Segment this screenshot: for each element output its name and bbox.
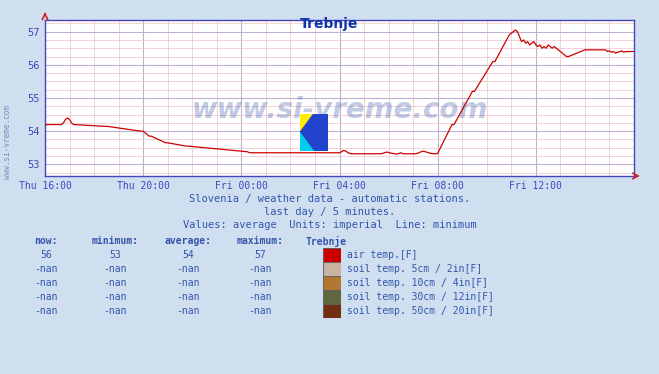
Text: minimum:: minimum: — [92, 236, 139, 246]
Text: 54: 54 — [182, 250, 194, 260]
Text: www.si-vreme.com: www.si-vreme.com — [191, 96, 488, 125]
Text: 53: 53 — [109, 250, 121, 260]
Text: 57: 57 — [254, 250, 266, 260]
Text: -nan: -nan — [34, 278, 58, 288]
Text: Trebnje: Trebnje — [301, 17, 358, 31]
Text: Values: average  Units: imperial  Line: minimum: Values: average Units: imperial Line: mi… — [183, 220, 476, 230]
Text: -nan: -nan — [248, 292, 272, 302]
Text: -nan: -nan — [103, 264, 127, 274]
Text: -nan: -nan — [176, 292, 200, 302]
Text: -nan: -nan — [34, 292, 58, 302]
Text: soil temp. 50cm / 20in[F]: soil temp. 50cm / 20in[F] — [347, 306, 494, 316]
Text: maximum:: maximum: — [237, 236, 284, 246]
Text: average:: average: — [164, 236, 212, 246]
Text: -nan: -nan — [176, 306, 200, 316]
Text: Trebnje: Trebnje — [306, 236, 347, 246]
Polygon shape — [300, 114, 314, 133]
Text: air temp.[F]: air temp.[F] — [347, 250, 418, 260]
Text: -nan: -nan — [34, 264, 58, 274]
Text: soil temp. 30cm / 12in[F]: soil temp. 30cm / 12in[F] — [347, 292, 494, 302]
Text: last day / 5 minutes.: last day / 5 minutes. — [264, 207, 395, 217]
Text: soil temp. 10cm / 4in[F]: soil temp. 10cm / 4in[F] — [347, 278, 488, 288]
Text: -nan: -nan — [248, 278, 272, 288]
Text: -nan: -nan — [176, 264, 200, 274]
Text: -nan: -nan — [103, 292, 127, 302]
Text: soil temp. 5cm / 2in[F]: soil temp. 5cm / 2in[F] — [347, 264, 482, 274]
Text: -nan: -nan — [103, 278, 127, 288]
Text: -nan: -nan — [248, 264, 272, 274]
Polygon shape — [300, 133, 314, 151]
Polygon shape — [300, 114, 328, 151]
Text: Slovenia / weather data - automatic stations.: Slovenia / weather data - automatic stat… — [189, 194, 470, 204]
Text: now:: now: — [34, 236, 58, 246]
Text: www.si-vreme.com: www.si-vreme.com — [3, 105, 13, 179]
Text: -nan: -nan — [248, 306, 272, 316]
Text: -nan: -nan — [176, 278, 200, 288]
Text: -nan: -nan — [34, 306, 58, 316]
Text: 56: 56 — [40, 250, 52, 260]
Text: -nan: -nan — [103, 306, 127, 316]
